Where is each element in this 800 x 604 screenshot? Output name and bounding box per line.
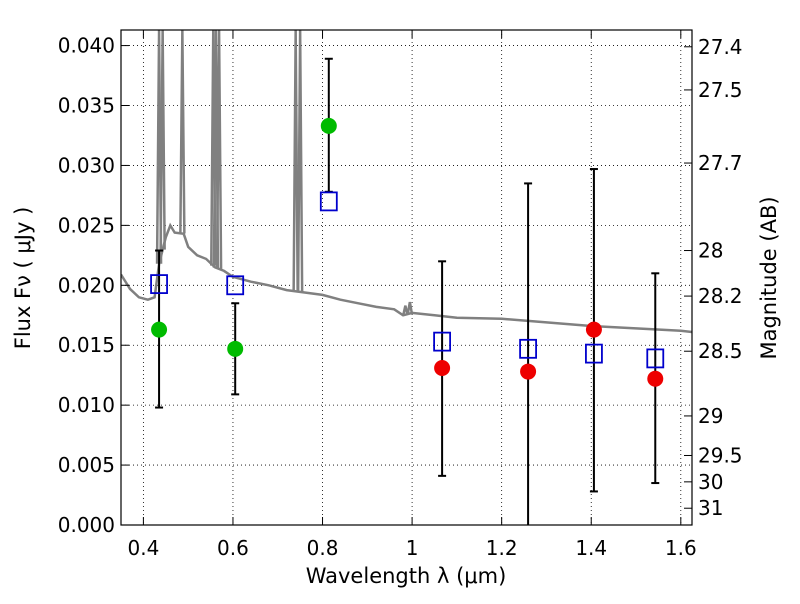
red-point — [434, 359, 451, 376]
x-tick-label: 1.2 — [486, 536, 518, 560]
plot-area — [121, 30, 692, 525]
red-point — [647, 370, 664, 387]
y-tick-label: 0.035 — [58, 94, 115, 118]
square-marker — [646, 348, 665, 369]
mag-tick-label: 31 — [698, 496, 723, 520]
ticks — [121, 30, 692, 526]
emission-line — [292, 30, 299, 292]
mag-tick-label: 28.2 — [698, 284, 743, 308]
y-tick-label: 0.025 — [58, 213, 115, 237]
mag-tick-label: 27.4 — [698, 35, 743, 59]
model-continuum — [121, 222, 692, 334]
emission-line — [159, 30, 166, 250]
square-marker — [150, 274, 168, 294]
emission-line — [215, 30, 223, 269]
y-tick-label: 0.020 — [58, 273, 115, 297]
tick-labels: 0.4 0.6 0.8 1 1.2 1.4 1.6 0.000 0.005 0.010 0.015 0… — [58, 34, 743, 560]
green-point — [227, 340, 244, 357]
square-marker — [319, 191, 338, 212]
mag-tick-label: 27.7 — [698, 151, 743, 175]
y-axis-label: Flux Fν ( μJy ) — [11, 207, 35, 350]
plot-frame — [120, 29, 693, 526]
square-marker — [519, 338, 537, 359]
mag-tick-label: 27.5 — [698, 78, 743, 102]
x-tick-label: 1.6 — [665, 536, 697, 560]
square-marker — [585, 343, 603, 364]
x-tick-label: 0.8 — [307, 536, 339, 560]
y-tick-label: 0.030 — [58, 153, 115, 177]
emission-line — [179, 30, 186, 234]
green-point — [320, 117, 337, 134]
y-tick-label: 0.015 — [58, 333, 115, 357]
y-tick-label: 0.040 — [58, 34, 115, 58]
y-tick-label: 0.005 — [58, 453, 115, 477]
emission-line — [402, 305, 409, 315]
mag-tick-label: 29 — [698, 404, 723, 428]
mag-tick-label: 28.5 — [698, 339, 743, 363]
mag-tick-label: 28 — [698, 239, 723, 263]
y2-axis-label: Magnitude (AB) — [757, 196, 781, 359]
square-marker — [433, 331, 452, 352]
x-tick-label: 0.4 — [127, 536, 159, 560]
emission-line — [296, 30, 304, 292]
grid — [121, 30, 692, 526]
model-spectrum — [121, 30, 692, 334]
y-tick-label: 0.000 — [58, 513, 115, 537]
red-point — [585, 321, 602, 338]
x-axis-label: Wavelength λ (μm) — [306, 564, 507, 588]
green-point — [151, 321, 168, 338]
square-marker — [226, 275, 245, 296]
x-tick-label: 1.4 — [575, 536, 607, 560]
mag-tick-label: 29.5 — [698, 443, 743, 467]
x-tick-label: 0.6 — [217, 536, 249, 560]
mag-tick-label: 30 — [698, 470, 723, 494]
red-point — [520, 363, 537, 380]
data-markers — [150, 117, 665, 387]
y-tick-label: 0.010 — [58, 393, 115, 417]
emission-line — [406, 301, 414, 314]
x-tick-label: 1 — [406, 536, 419, 560]
